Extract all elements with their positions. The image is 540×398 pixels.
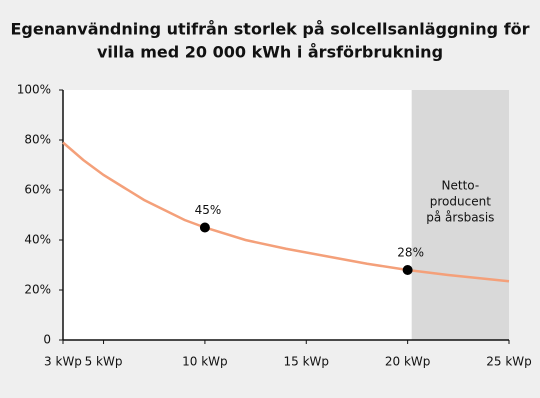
region-label: producent xyxy=(430,195,491,209)
x-tick-label: 15 kWp xyxy=(284,355,330,369)
y-tick-label: 40% xyxy=(24,233,51,247)
region-label: Netto- xyxy=(442,179,480,193)
y-tick-label: 100% xyxy=(17,83,51,97)
region-label: på årsbasis xyxy=(426,211,494,225)
shaded-region xyxy=(411,90,509,340)
y-tick-label: 20% xyxy=(24,283,51,297)
y-tick-label: 0 xyxy=(43,333,51,347)
chart-title: Egenanvändning utifrån storlek på solcel… xyxy=(10,20,529,39)
marker xyxy=(199,222,210,233)
y-tick-label: 60% xyxy=(24,183,51,197)
x-tick-label: 3 kWp xyxy=(44,355,82,369)
x-tick-label: 20 kWp xyxy=(385,355,431,369)
x-tick-label: 5 kWp xyxy=(85,355,123,369)
marker-label: 28% xyxy=(397,246,424,260)
x-tick-label: 25 kWp xyxy=(486,355,532,369)
marker xyxy=(402,265,413,275)
y-tick-label: 80% xyxy=(24,133,51,147)
data-line xyxy=(62,141,510,283)
marker-label: 45% xyxy=(195,203,222,217)
chart-title: villa med 20 000 kWh i årsförbrukning xyxy=(97,43,443,62)
x-tick-label: 10 kWp xyxy=(182,355,228,369)
